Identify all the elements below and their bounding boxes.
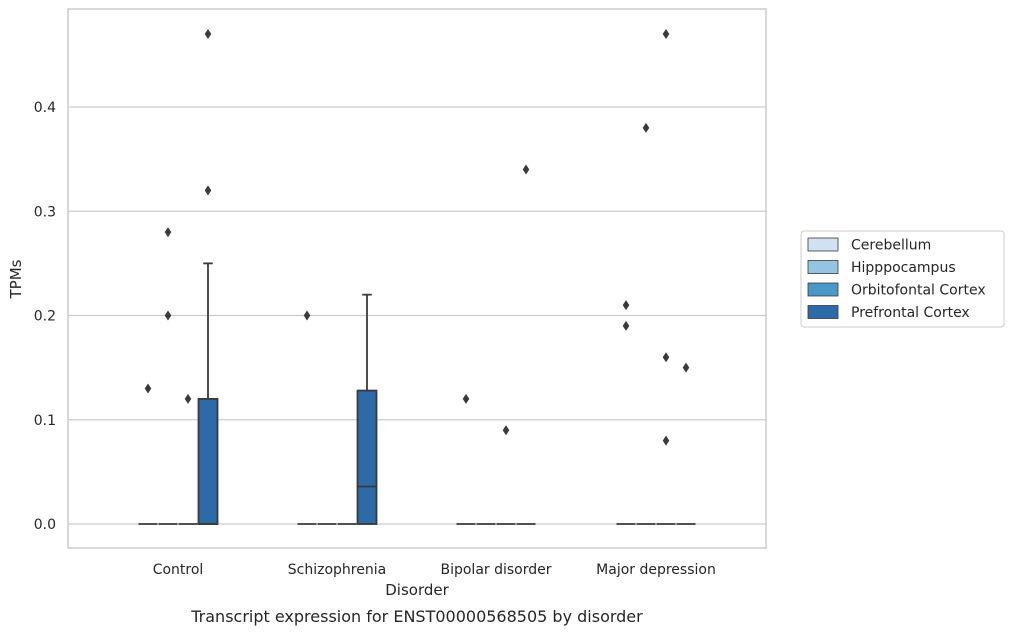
- grid-lines: [68, 106, 766, 525]
- box-group: [616, 300, 636, 525]
- outlier-point: [502, 425, 510, 436]
- y-tick-label: 0.3: [34, 204, 56, 220]
- outlier-point: [164, 310, 172, 321]
- box-group: [197, 29, 219, 525]
- plot-area-frame: [67, 8, 767, 549]
- outlier-point: [682, 362, 690, 373]
- outlier-point: [144, 383, 152, 394]
- x-tick-label: Major depression: [596, 562, 716, 578]
- y-tick-label: 0.2: [34, 309, 56, 325]
- box-group: [158, 227, 178, 525]
- box-group: [656, 29, 676, 525]
- outlier-point: [662, 352, 670, 363]
- x-tick-label: Schizophrenia: [288, 562, 386, 578]
- legend-swatch: [807, 260, 839, 274]
- chart-caption: Transcript expression for ENST0000056850…: [190, 607, 643, 626]
- y-axis-label: TPMs: [7, 259, 25, 299]
- y-tick-label: 0.4: [34, 100, 56, 116]
- box-group: [676, 362, 696, 525]
- legend-frame: [800, 230, 1005, 328]
- legend: Cerebellum Hipppocampus Orbitofontal Corte…: [800, 230, 1005, 328]
- box-group: [297, 310, 317, 525]
- box-group: [496, 425, 516, 525]
- y-tick-label: 0.0: [34, 517, 56, 533]
- legend-entry-label: Cerebellum: [851, 238, 931, 254]
- outlier-point: [522, 164, 530, 175]
- outlier-point: [184, 393, 192, 404]
- legend-entry-label: Orbitofontal Cortex: [851, 283, 986, 299]
- box: [197, 398, 219, 525]
- box-group: [178, 393, 198, 525]
- outlier-point: [622, 300, 630, 311]
- outlier-point: [204, 29, 212, 40]
- legend-swatch: [807, 305, 839, 319]
- box-group: [636, 122, 656, 525]
- y-tick-label: 0.1: [34, 413, 56, 429]
- x-axis-label: Disorder: [385, 581, 449, 599]
- x-tick-label: Control: [153, 562, 204, 578]
- outlier-point: [462, 393, 470, 404]
- outlier-point: [204, 185, 212, 196]
- outlier-point: [622, 320, 630, 331]
- x-tick-label: Bipolar disorder: [440, 562, 551, 578]
- box: [356, 389, 378, 525]
- outlier-point: [662, 29, 670, 40]
- legend-entry-label: Hipppocampus: [851, 260, 956, 276]
- box-group: [138, 383, 158, 525]
- box-group: [516, 164, 536, 525]
- box-group: [356, 293, 378, 525]
- y-axis-ticks: 0.0 0.1 0.2 0.3 0.4: [34, 100, 56, 533]
- box-layer: [138, 29, 696, 525]
- box-group: [456, 393, 476, 525]
- outlier-point: [164, 227, 172, 238]
- x-axis-ticks: Control Schizophrenia Bipolar disorder Majo…: [153, 562, 716, 578]
- legend-entry-label: Prefrontal Cortex: [851, 305, 970, 321]
- outlier-point: [303, 310, 311, 321]
- legend-swatch: [807, 282, 839, 297]
- legend-swatch: [807, 237, 839, 252]
- outlier-point: [662, 435, 670, 446]
- outlier-point: [642, 122, 650, 133]
